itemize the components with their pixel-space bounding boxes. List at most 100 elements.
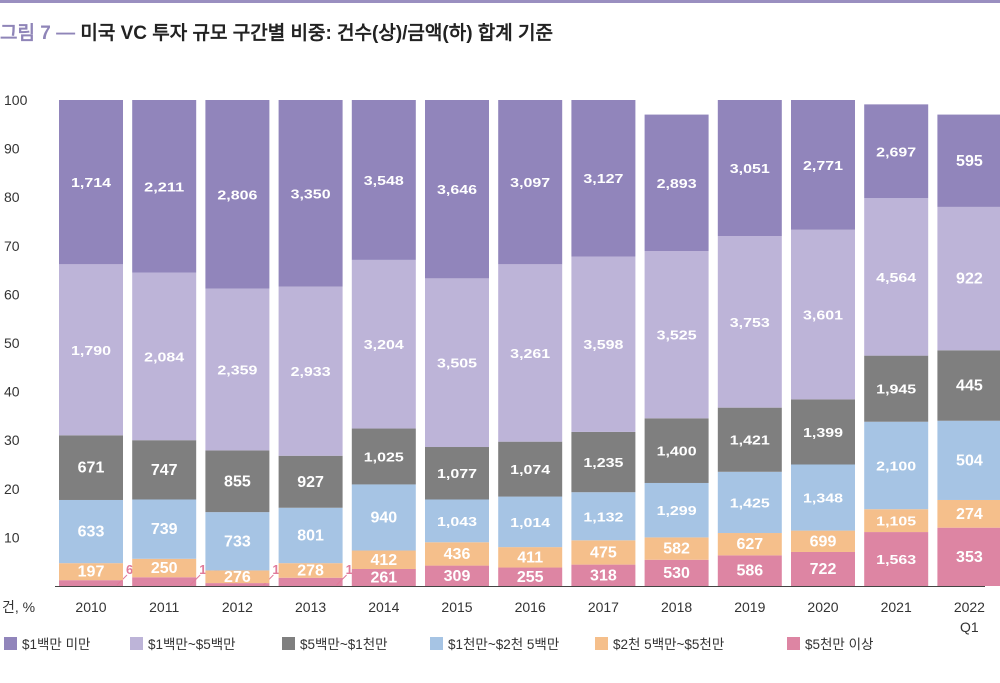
bar-segment: [351, 568, 416, 586]
data-label: 1,421: [730, 433, 770, 448]
bar-segment: [937, 527, 1000, 586]
bar-segment: [644, 418, 709, 483]
bar-segment: [425, 278, 489, 448]
data-label: 722: [810, 561, 837, 578]
data-label: 3,505: [437, 356, 477, 371]
data-label: 1,077: [437, 466, 477, 481]
legend-label: $5천만 이상: [805, 637, 873, 652]
data-label: 1,790: [71, 343, 111, 358]
bar-segment: [351, 428, 416, 485]
x-tick-label: 2021: [881, 599, 912, 615]
data-label: 699: [810, 533, 837, 550]
data-label: 318: [590, 567, 617, 584]
bar-segment: [644, 482, 709, 538]
legend-swatch: [4, 637, 17, 650]
data-label: 530: [663, 565, 690, 582]
bar-segment: [278, 100, 343, 287]
bar-segment: [351, 484, 416, 551]
bar-segment: [571, 492, 636, 541]
bar-segment: [644, 537, 709, 560]
bar-segment: [59, 580, 123, 586]
legend-swatch: [595, 637, 608, 650]
data-label: 3,598: [583, 337, 623, 352]
data-label: 582: [663, 541, 690, 558]
bar-segment: [717, 533, 782, 556]
bar-segment: [278, 577, 343, 586]
x-tick-label: 2018: [661, 599, 692, 615]
top-rule: [0, 0, 1000, 3]
label-leader-line: [336, 574, 347, 586]
data-label: 3,350: [291, 186, 331, 201]
y-tick-label: 100: [4, 92, 28, 108]
data-label: 2,933: [291, 364, 331, 379]
data-label: 197: [78, 564, 105, 581]
data-label: 633: [78, 524, 105, 541]
data-label: 3,525: [657, 328, 697, 343]
data-label: 671: [78, 460, 105, 477]
data-label: 2,211: [144, 179, 184, 194]
bar-segment: [937, 420, 1000, 500]
legend-label: $5백만~$1천만: [300, 637, 388, 652]
legend-swatch: [430, 637, 443, 650]
legend-swatch: [787, 637, 800, 650]
data-label: 3,646: [437, 182, 477, 197]
bar-segment: [132, 440, 197, 500]
data-label: 475: [590, 544, 617, 561]
bar-segment: [498, 547, 563, 568]
x-tick-label: Q1: [960, 619, 979, 635]
data-label: 3,204: [364, 337, 405, 352]
bar-segment: [791, 464, 855, 531]
legend-label: $1천만~$2천 5백만: [448, 637, 559, 652]
x-tick-label: 2017: [588, 599, 619, 615]
bar-segment: [864, 532, 929, 586]
bar-segment: [791, 100, 855, 230]
legend-label: $1백만 미만: [22, 637, 90, 652]
y-tick-label: 70: [4, 238, 20, 254]
data-label: 3,601: [803, 308, 843, 323]
bar-segment: [59, 435, 123, 500]
figure-number: 그림 7: [0, 23, 51, 44]
legend-swatch: [130, 637, 143, 650]
bar-segment: [791, 229, 855, 400]
bar-segment: [205, 288, 270, 451]
title-dash: —: [56, 23, 76, 44]
bar-segment: [791, 399, 855, 465]
bar-segment: [791, 530, 855, 552]
data-label: 595: [956, 153, 983, 170]
bar-segment: [644, 251, 709, 419]
x-tick-label: 2012: [222, 599, 253, 615]
data-label: 1,025: [364, 449, 404, 464]
legend-label: $2천 5백만~$5천만: [613, 637, 724, 652]
legend-item: $5천만 이상: [787, 637, 873, 652]
x-tick-label: 2010: [75, 599, 106, 615]
data-label: 1,714: [71, 175, 112, 190]
bar-segment: [425, 542, 489, 566]
x-tick-label: 2022: [954, 599, 985, 615]
bar-segment: [132, 577, 197, 586]
bar-segment: [571, 431, 636, 493]
legend-swatch: [282, 637, 295, 650]
data-label: 940: [370, 509, 397, 526]
legend-item: $1천만~$2천 5백만: [430, 637, 559, 652]
legend-item: $2천 5백만~$5천만: [595, 637, 724, 652]
y-tick-label: 90: [4, 141, 20, 157]
data-label: 1,105: [876, 514, 916, 529]
y-axis-unit-label: 건, %: [2, 599, 35, 615]
data-label: 2,359: [217, 362, 257, 377]
data-label: 2,100: [876, 458, 916, 473]
bar-segment: [425, 447, 489, 500]
legend-item: $5백만~$1천만: [282, 637, 388, 652]
data-label: 436: [444, 546, 471, 563]
chart-title: 그림 7 — 미국 VC 투자 규모 구간별 비중: 건수(상)/금액(하) 합…: [0, 18, 553, 45]
data-label: 4,564: [876, 270, 917, 285]
bar-segment: [425, 499, 489, 543]
bar-segment: [791, 551, 855, 586]
bar-segment: [205, 450, 270, 513]
legend-item: $1백만 미만: [4, 637, 90, 652]
data-label: 586: [736, 563, 763, 580]
data-label: 261: [370, 569, 397, 586]
data-label: 1,132: [583, 509, 623, 524]
data-label: 276: [224, 569, 251, 586]
data-label: 855: [224, 473, 251, 490]
data-label: 3,261: [510, 346, 550, 361]
